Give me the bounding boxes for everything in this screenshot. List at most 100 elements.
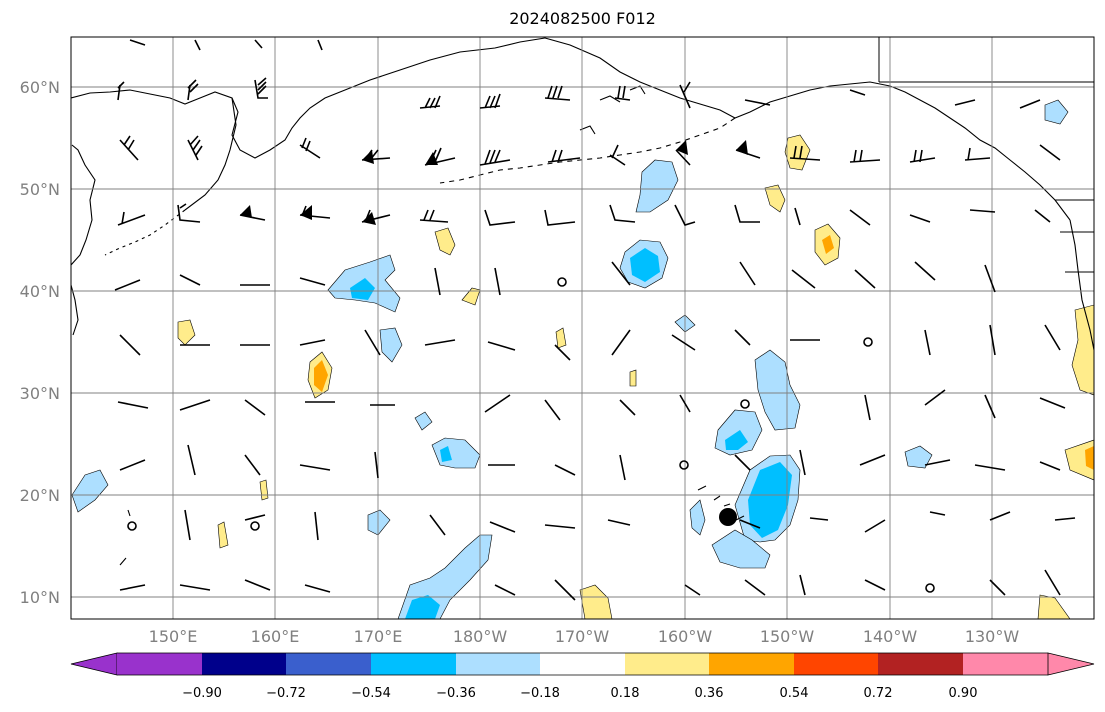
wind-barb [619,454,626,481]
gridlines [71,37,1094,619]
wind-barb [734,204,760,223]
wind-barb [924,329,931,356]
calm-circle [557,277,567,287]
wind-barb [739,261,756,286]
wind-barb [179,399,211,411]
wind-barb [484,209,516,226]
wind-barb [487,341,516,351]
wind-barb [299,137,321,159]
anomaly-blob [434,227,456,256]
wind-barb [984,264,996,293]
wind-barb [849,89,866,96]
lon-label: 140°W [863,627,918,646]
wind-barb [119,135,139,161]
latitude-labels: 60°N 50°N 40°N 30°N 20°N 10°N [20,78,60,607]
anomaly-blob [440,446,452,462]
calm-circle [925,583,935,593]
wind-barb [1044,324,1061,351]
colorbar-segment [540,653,625,675]
wind-barb [374,451,379,479]
wind-barb [554,464,576,476]
wind-barb [240,205,252,218]
wind-barb [187,79,199,101]
wind-barb [679,81,691,109]
location-marker [719,508,737,526]
lat-label: 30°N [20,384,60,403]
lon-label: 170°E [354,627,403,646]
wind-barb [791,269,816,289]
calm-circle [250,521,260,531]
anomaly-blob [748,462,792,538]
calm-circle [679,460,689,470]
wind-barb [799,449,806,476]
colorbar-tick-label: −0.36 [436,686,476,701]
japan-coastline-2 [71,284,79,336]
anomaly-blob [1044,99,1069,125]
wind-barb [744,99,771,106]
anomaly-blob [904,445,933,469]
wind-barb [479,149,511,166]
kamchatka-coastline [184,97,237,211]
calm-circle [863,337,873,347]
colorbar-segment [1047,652,1095,676]
wind-barb [554,579,576,601]
colorbar-tick-label: −0.72 [266,686,306,701]
colorbar-tick-label: 0.90 [949,686,978,701]
colorbar-segment [70,652,118,676]
anomaly-blob [822,235,834,254]
wind-barb [1034,209,1051,223]
colorbar-segment [286,653,371,675]
colorbar-segment [117,653,202,675]
colorbar-tick-label: −0.90 [182,686,222,701]
wind-barb [619,399,636,416]
wind-barb [736,140,748,155]
lat-label: 60°N [20,78,60,97]
wind-barb [734,329,751,346]
wind-barb [194,39,201,51]
wind-barb [854,269,876,289]
wind-barb [254,39,263,49]
wind-barb [494,584,516,596]
wind-barb [744,579,766,596]
wind-barb [859,454,886,466]
wind-barb [734,454,751,471]
wind-barb [304,584,331,593]
wind-barb [1039,461,1061,471]
wind-barbs [114,39,1076,601]
wind-barb [611,261,631,286]
wind-barb [864,579,886,591]
wind-barb [1019,99,1041,109]
wind-barb [924,459,951,466]
anomaly-blob [350,278,375,300]
wind-barb [675,149,691,166]
wind-barb [989,511,1011,521]
wind-barb [1054,517,1076,521]
wind-barb [254,77,268,99]
calm-circle [740,399,750,409]
wind-barb [984,394,996,419]
lon-label: 160°W [658,627,713,646]
wind-barb [739,519,761,529]
wind-barb [484,394,511,413]
colorbar-tick-label: −0.54 [351,686,391,701]
kuril-islands [104,209,186,256]
lat-label: 50°N [20,180,60,199]
wind-barb [614,85,631,101]
wind-barb [129,39,146,46]
wind-barb [117,211,146,226]
wind-barb [809,517,829,521]
hawaii-islands [697,485,745,521]
lon-label: 170°W [555,627,610,646]
lon-label: 150°E [149,627,198,646]
wind-barb [317,39,323,51]
anomaly-blob [764,184,786,213]
wind-barb [419,209,449,223]
wind-barb [544,399,561,421]
wind-barb [954,99,976,106]
wind-barb [849,149,881,163]
wind-barb [674,204,696,226]
wind-barb [964,147,991,161]
wind-barb [989,579,1006,596]
anomaly-blob [784,134,811,171]
alaska-coastline [544,37,1071,221]
